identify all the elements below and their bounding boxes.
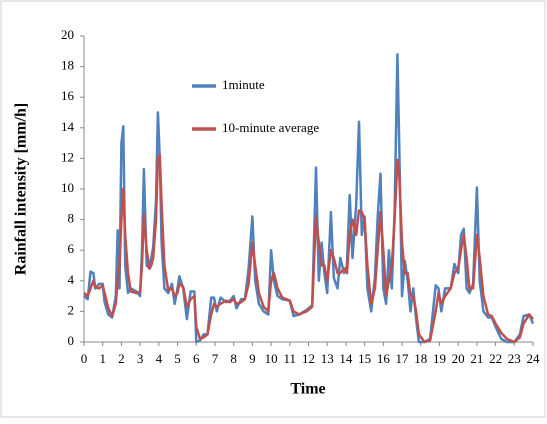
x-axis-label: Time bbox=[290, 381, 325, 398]
y-tick-label: 14 bbox=[61, 119, 75, 134]
x-tick-label: 7 bbox=[212, 351, 219, 366]
x-tick-label: 10 bbox=[265, 351, 278, 366]
x-tick-label: 3 bbox=[137, 351, 144, 366]
y-tick-label: 12 bbox=[61, 149, 74, 164]
y-tick-label: 20 bbox=[61, 27, 74, 42]
x-tick-label: 9 bbox=[249, 351, 256, 366]
x-tick-label: 8 bbox=[230, 351, 237, 366]
x-tick-label: 20 bbox=[452, 351, 465, 366]
x-tick-label: 2 bbox=[118, 351, 125, 366]
x-tick-label: 18 bbox=[414, 351, 427, 366]
y-tick-label: 2 bbox=[68, 302, 75, 317]
x-tick-label: 13 bbox=[321, 351, 334, 366]
x-tick-label: 21 bbox=[470, 351, 483, 366]
y-axis-label: Rainfall intensity [mm/h] bbox=[13, 103, 30, 275]
y-tick-label: 6 bbox=[68, 241, 75, 256]
x-tick-label: 22 bbox=[489, 351, 502, 366]
x-tick-label: 0 bbox=[81, 351, 88, 366]
series-line bbox=[83, 154, 534, 344]
x-tick-label: 12 bbox=[302, 351, 315, 366]
y-tick-label: 18 bbox=[61, 58, 74, 73]
x-tick-label: 24 bbox=[527, 351, 541, 366]
y-tick-label: 16 bbox=[61, 88, 75, 103]
x-tick-label: 1 bbox=[99, 351, 106, 366]
x-tick-label: 5 bbox=[174, 351, 181, 366]
x-tick-label: 19 bbox=[433, 351, 446, 366]
x-tick-label: 4 bbox=[156, 351, 163, 366]
y-tick-label: 8 bbox=[68, 211, 75, 226]
x-tick-label: 14 bbox=[339, 351, 353, 366]
legend-label: 10-minute average bbox=[222, 120, 319, 135]
x-tick-label: 11 bbox=[284, 351, 297, 366]
y-tick-label: 4 bbox=[68, 272, 75, 287]
x-tick-label: 6 bbox=[193, 351, 200, 366]
x-tick-label: 16 bbox=[377, 351, 391, 366]
y-tick-label: 10 bbox=[61, 180, 74, 195]
x-tick-label: 15 bbox=[358, 351, 371, 366]
x-tick-label: 17 bbox=[396, 351, 410, 366]
legend-label: 1minute bbox=[222, 77, 265, 92]
x-tick-label: 23 bbox=[508, 351, 521, 366]
y-tick-label: 0 bbox=[68, 333, 75, 348]
